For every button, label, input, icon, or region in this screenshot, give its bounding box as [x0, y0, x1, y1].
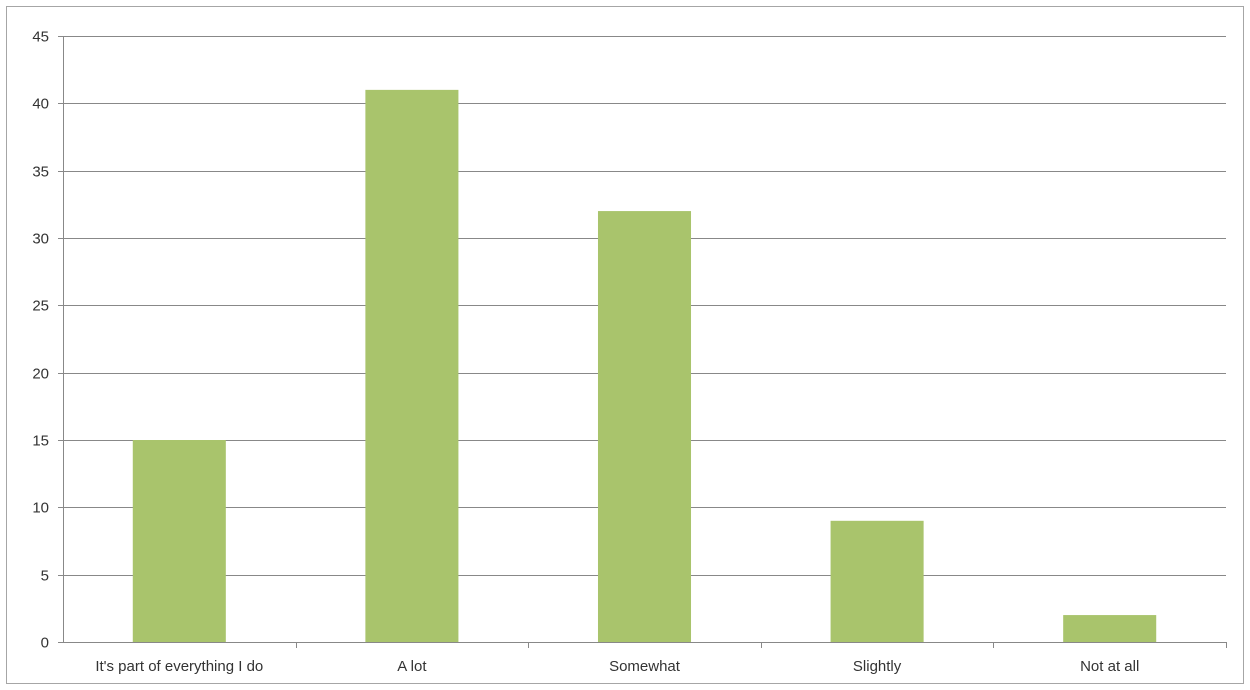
y-tick-labels: 0 5 10 15 20 25 30 35 40 45 [32, 29, 49, 652]
y-tick-label: 10 [32, 500, 49, 517]
y-tick-label: 25 [32, 298, 49, 315]
y-tick-label: 15 [32, 433, 49, 450]
x-tick-label: Somewhat [609, 658, 681, 675]
y-tick-label: 0 [41, 635, 49, 652]
y-tick-label: 35 [32, 164, 49, 181]
bar [1063, 615, 1157, 642]
x-tick-label: Slightly [853, 658, 902, 675]
bar [597, 211, 692, 643]
bars [132, 89, 1157, 643]
y-tick-label: 30 [32, 231, 49, 248]
y-tick-label: 20 [32, 366, 49, 383]
x-tick-label: A lot [397, 658, 427, 675]
bar [365, 89, 459, 642]
x-tick-label: Not at all [1080, 658, 1139, 675]
bar [830, 520, 924, 642]
x-tick-label: It's part of everything I do [95, 658, 263, 675]
y-tick-label: 40 [32, 96, 49, 113]
bar [132, 440, 226, 642]
axes [58, 36, 1227, 648]
y-tick-label: 5 [41, 568, 49, 585]
y-tick-label: 45 [32, 29, 49, 46]
x-tick-labels: It's part of everything I do A lot Somewha… [95, 658, 1139, 675]
